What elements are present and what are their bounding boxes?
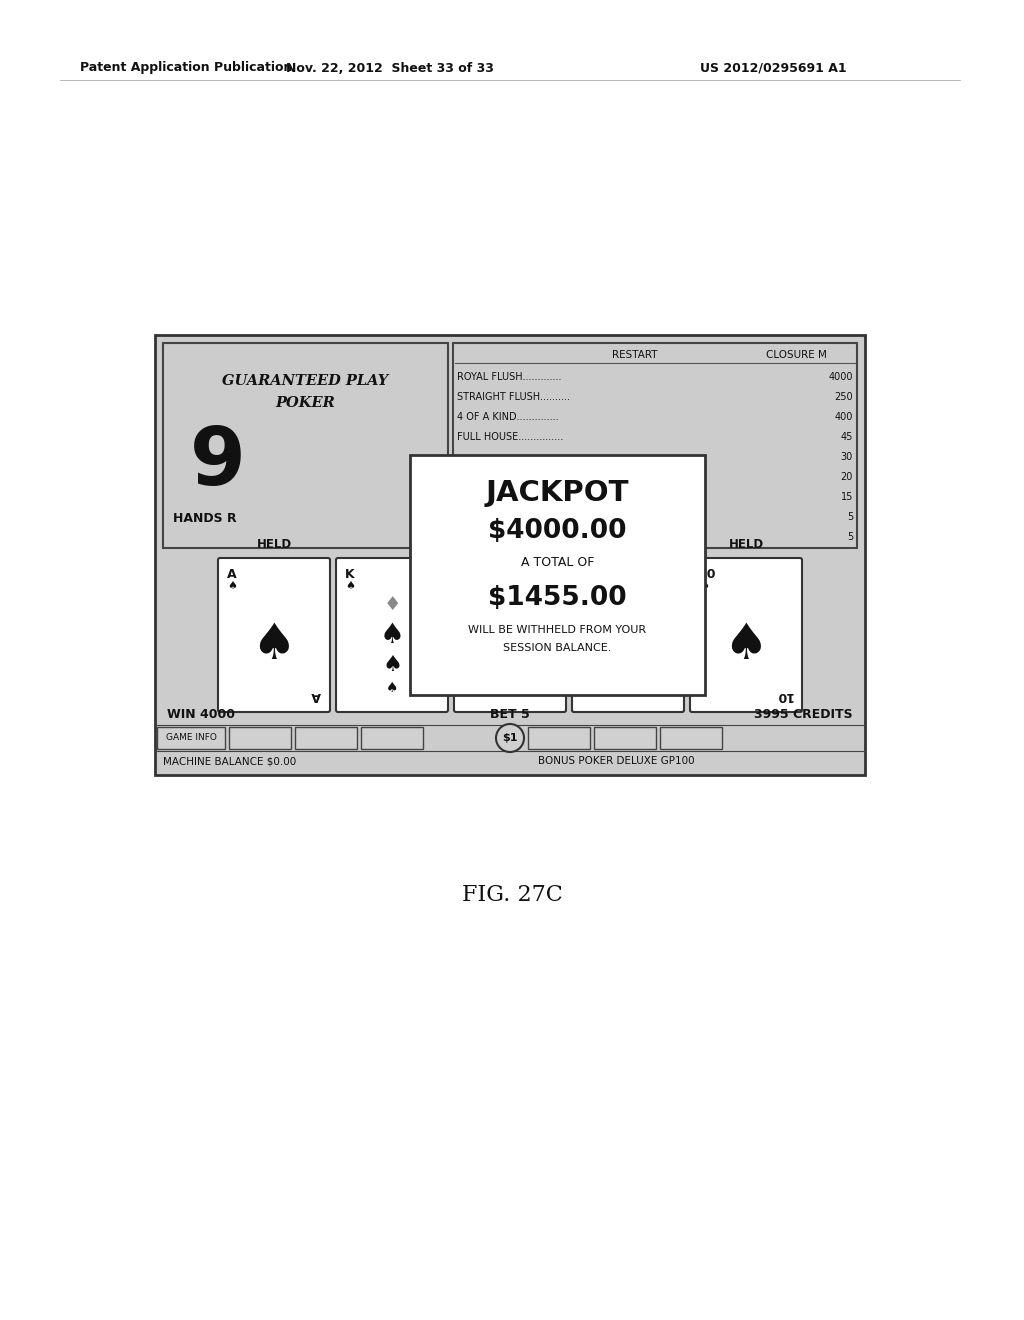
Text: ♠: ♠ bbox=[615, 620, 640, 649]
Text: BET 5: BET 5 bbox=[490, 709, 529, 722]
Bar bbox=[528, 727, 590, 748]
Text: $4000.00: $4000.00 bbox=[488, 517, 627, 544]
Text: HANDS R: HANDS R bbox=[173, 511, 237, 524]
Text: HELD: HELD bbox=[256, 537, 292, 550]
Text: ♦: ♦ bbox=[383, 595, 400, 615]
Text: 4000: 4000 bbox=[828, 372, 853, 381]
Text: 15: 15 bbox=[841, 492, 853, 502]
Text: TER......................: TER...................... bbox=[457, 532, 542, 543]
Bar bbox=[157, 727, 225, 748]
Text: US 2012/0295691 A1: US 2012/0295691 A1 bbox=[700, 62, 847, 74]
Text: 10: 10 bbox=[775, 689, 793, 702]
Text: ♠: ♠ bbox=[504, 681, 516, 696]
Text: WIN 4000: WIN 4000 bbox=[167, 709, 234, 722]
Text: 45: 45 bbox=[841, 432, 853, 442]
FancyBboxPatch shape bbox=[572, 558, 684, 711]
Bar bbox=[410, 455, 705, 696]
Text: .........................: ......................... bbox=[457, 473, 532, 482]
Bar bbox=[361, 727, 423, 748]
Bar bbox=[163, 343, 449, 548]
Text: ♠: ♠ bbox=[622, 681, 634, 696]
Text: Patent Application Publication: Patent Application Publication bbox=[80, 62, 293, 74]
Text: .........................: ......................... bbox=[457, 451, 532, 462]
Text: MACHINE BALANCE $0.00: MACHINE BALANCE $0.00 bbox=[163, 756, 296, 766]
Text: ♠: ♠ bbox=[724, 620, 768, 669]
Text: A: A bbox=[311, 689, 321, 702]
Text: STRAIGHT FLUSH..........: STRAIGHT FLUSH.......... bbox=[457, 392, 570, 403]
Text: $1: $1 bbox=[502, 733, 518, 743]
Text: SESSION BALANCE.: SESSION BALANCE. bbox=[504, 643, 611, 653]
Text: ♦: ♦ bbox=[620, 595, 637, 615]
Text: RESTART: RESTART bbox=[612, 350, 657, 360]
Text: ♠: ♠ bbox=[618, 655, 638, 675]
Text: 250: 250 bbox=[835, 392, 853, 403]
Text: WILL BE WITHHELD FROM YOUR: WILL BE WITHHELD FROM YOUR bbox=[468, 624, 646, 635]
Text: ♠: ♠ bbox=[699, 581, 709, 591]
Text: 5: 5 bbox=[847, 532, 853, 543]
Text: ♠: ♠ bbox=[252, 620, 296, 669]
Text: 10: 10 bbox=[699, 568, 717, 581]
Text: ♠: ♠ bbox=[380, 620, 404, 649]
Text: 3995 CREDITS: 3995 CREDITS bbox=[755, 709, 853, 722]
FancyBboxPatch shape bbox=[454, 558, 566, 711]
Text: .........................: ......................... bbox=[457, 512, 532, 521]
Text: FULL HOUSE...............: FULL HOUSE............... bbox=[457, 432, 563, 442]
Text: ♠: ♠ bbox=[500, 655, 520, 675]
Text: POKER: POKER bbox=[275, 396, 336, 411]
Text: ♠: ♠ bbox=[498, 620, 522, 649]
Text: ROYAL FLUSH.............: ROYAL FLUSH............. bbox=[457, 372, 561, 381]
Text: GAME INFO: GAME INFO bbox=[166, 734, 216, 742]
Text: 30: 30 bbox=[841, 451, 853, 462]
Text: GUARANTEED PLAY: GUARANTEED PLAY bbox=[222, 374, 389, 388]
Text: .........................: ......................... bbox=[457, 492, 532, 502]
Text: 400: 400 bbox=[835, 412, 853, 422]
FancyBboxPatch shape bbox=[218, 558, 330, 711]
Bar bbox=[295, 727, 357, 748]
Text: 9: 9 bbox=[190, 424, 246, 502]
Text: A TOTAL OF: A TOTAL OF bbox=[521, 556, 594, 569]
Text: 4 OF A KIND..............: 4 OF A KIND.............. bbox=[457, 412, 559, 422]
Text: FIG. 27C: FIG. 27C bbox=[462, 884, 562, 906]
FancyBboxPatch shape bbox=[336, 558, 449, 711]
FancyBboxPatch shape bbox=[690, 558, 802, 711]
Text: $1455.00: $1455.00 bbox=[488, 585, 627, 611]
Bar bbox=[155, 335, 865, 775]
Text: Nov. 22, 2012  Sheet 33 of 33: Nov. 22, 2012 Sheet 33 of 33 bbox=[286, 62, 494, 74]
Text: ♦: ♦ bbox=[502, 595, 519, 615]
Text: ♠: ♠ bbox=[227, 581, 237, 591]
Text: CLOSURE M: CLOSURE M bbox=[766, 350, 826, 360]
Text: ♠: ♠ bbox=[386, 681, 398, 696]
Text: BONUS POKER DELUXE GP100: BONUS POKER DELUXE GP100 bbox=[539, 756, 695, 766]
Text: 5: 5 bbox=[847, 512, 853, 521]
Text: A: A bbox=[227, 568, 237, 581]
Circle shape bbox=[496, 723, 524, 752]
Text: K: K bbox=[345, 568, 354, 581]
Text: ♠: ♠ bbox=[345, 581, 355, 591]
Text: ♠: ♠ bbox=[382, 655, 402, 675]
Bar bbox=[229, 727, 291, 748]
Bar bbox=[660, 727, 722, 748]
Text: 20: 20 bbox=[841, 473, 853, 482]
Text: HELD: HELD bbox=[728, 537, 764, 550]
Text: JACKPOT: JACKPOT bbox=[485, 479, 630, 507]
Bar bbox=[453, 343, 857, 548]
Bar bbox=[594, 727, 656, 748]
